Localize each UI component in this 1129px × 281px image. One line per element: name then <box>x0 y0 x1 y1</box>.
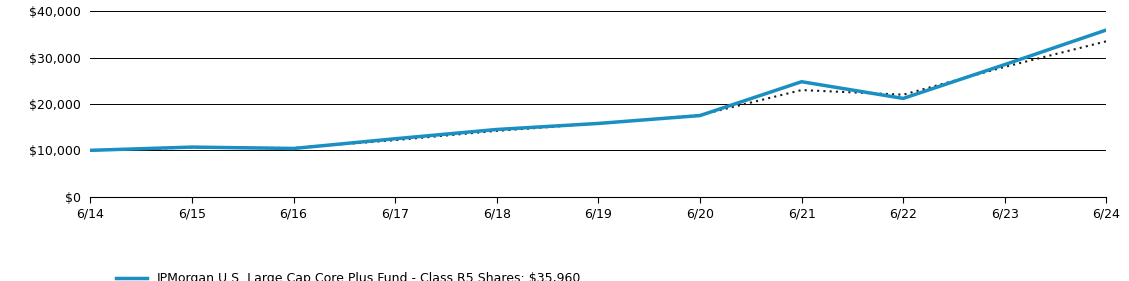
Legend: JPMorgan U.S. Large Cap Core Plus Fund - Class R5 Shares: $35,960, S&P 500 Index: JPMorgan U.S. Large Cap Core Plus Fund -… <box>111 267 586 281</box>
